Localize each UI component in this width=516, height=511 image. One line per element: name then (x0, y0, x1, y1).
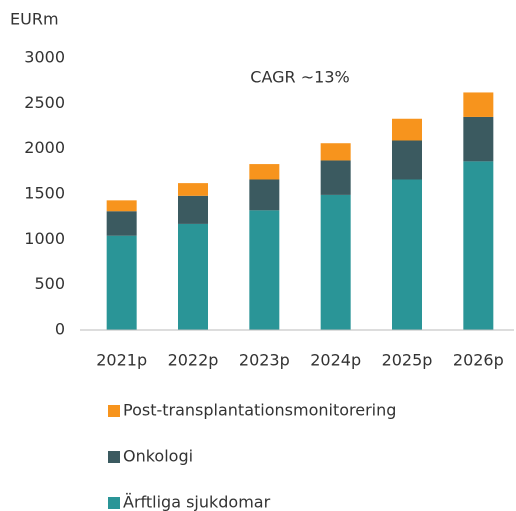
bar-segment (320, 160, 351, 195)
bar-segment (392, 118, 422, 141)
bar-segment (249, 179, 280, 211)
bar-segment (320, 143, 351, 161)
y-tick-label: 0 (55, 320, 65, 339)
bar-segment (249, 164, 280, 180)
y-tick-label: 2000 (24, 138, 65, 157)
x-tick-label: 2026p (453, 351, 504, 370)
y-tick-label: 1500 (24, 184, 65, 203)
bar-segment (178, 183, 208, 196)
legend-swatch (108, 497, 120, 509)
bar-segment (106, 235, 137, 330)
legend-label: Onkologi (123, 447, 193, 466)
bar-segment (463, 161, 494, 330)
annotation: CAGR ~13% (250, 68, 349, 87)
bar-segment (178, 195, 208, 224)
bar-segment (106, 200, 137, 212)
x-tick-label: 2023p (239, 351, 290, 370)
legend-swatch (108, 405, 120, 417)
legend-label: Ärftliga sjukdomar (123, 493, 271, 511)
bar-segment (463, 92, 494, 117)
y-tick-label: 500 (34, 274, 65, 293)
y-axis-label: EURm (10, 10, 59, 29)
bar-segment (392, 179, 422, 330)
x-tick-label: 2025p (382, 351, 433, 370)
legend-label: Post-transplantationsmonitorering (123, 401, 396, 420)
x-tick-label: 2021p (96, 351, 147, 370)
y-tick-label: 1000 (24, 229, 65, 248)
x-tick-label: 2024p (310, 351, 361, 370)
bar-segment (249, 210, 280, 330)
x-tick-label: 2022p (168, 351, 219, 370)
bar-segment (392, 140, 422, 180)
bar-segment (320, 194, 351, 330)
y-tick-label: 2500 (24, 93, 65, 112)
legend-swatch (108, 451, 120, 463)
bar-segment (178, 223, 208, 330)
bar-segment (463, 116, 494, 162)
y-tick-label: 3000 (24, 48, 65, 67)
bar-segment (106, 211, 137, 236)
